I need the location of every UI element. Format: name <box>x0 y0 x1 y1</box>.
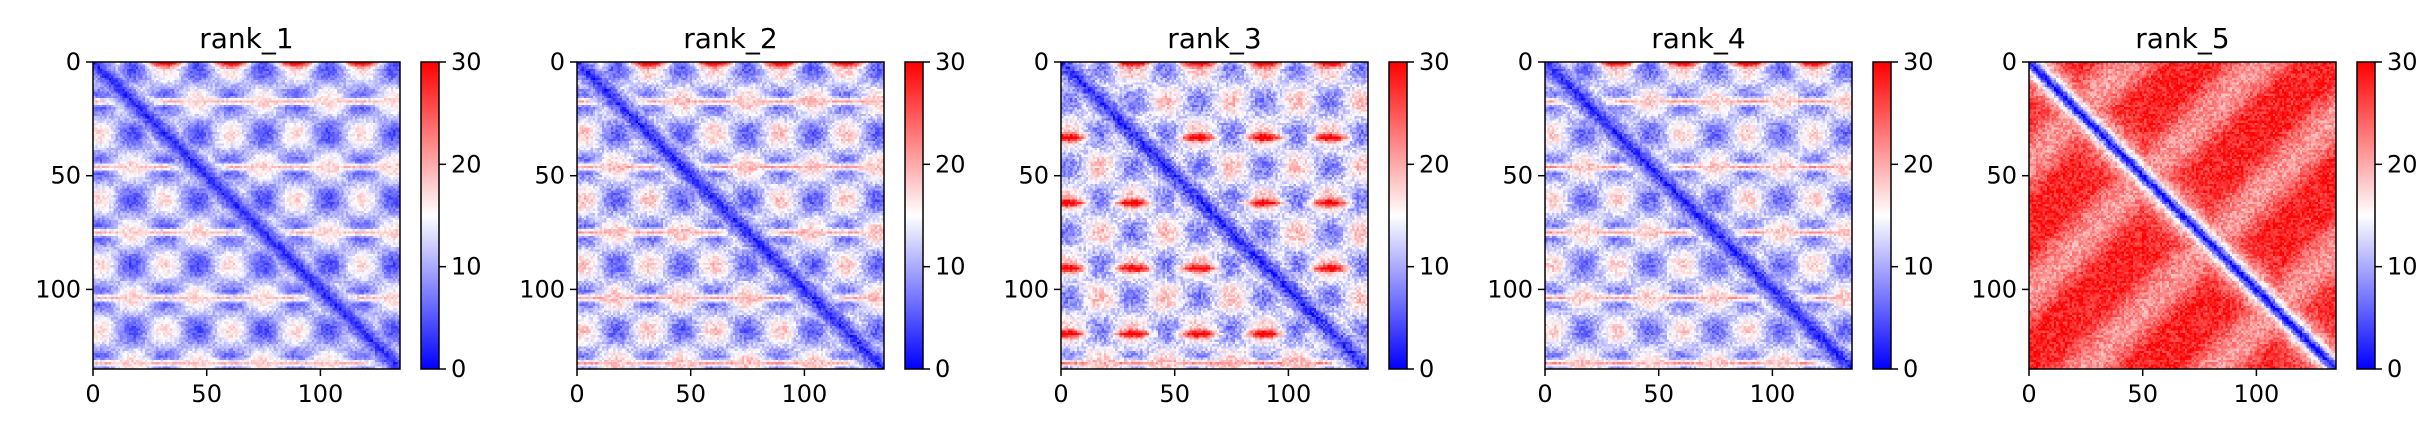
heatmap-image <box>2029 62 2336 369</box>
y-tick-label: 50 <box>1986 162 2017 190</box>
y-tick-label: 50 <box>1018 162 1049 190</box>
colorbar-tick-label: 30 <box>2387 48 2418 76</box>
x-tick-label: 100 <box>298 380 344 408</box>
x-tick-label: 50 <box>675 380 706 408</box>
y-tick-label: 0 <box>2002 48 2017 76</box>
x-tick-label: 50 <box>1159 380 1190 408</box>
colorbar-tick-label: 10 <box>451 253 482 281</box>
y-tick-label: 50 <box>534 162 565 190</box>
axes-frame <box>92 61 401 370</box>
axes-frame <box>576 61 885 370</box>
colorbar-tick-label: 20 <box>451 150 482 178</box>
axes-frame <box>2028 61 2337 370</box>
colorbar-tick-label: 20 <box>935 150 966 178</box>
panel-title: rank_5 <box>2135 22 2229 55</box>
colorbar-tick-label: 10 <box>935 253 966 281</box>
heatmap-panel-2: rank_2 0 50 100 0 50 100 0 10 20 30 <box>519 22 965 408</box>
colorbar <box>2357 62 2375 369</box>
colorbar-tick-label: 10 <box>2387 253 2418 281</box>
x-tick-label: 100 <box>2234 380 2280 408</box>
axes-frame <box>1544 61 1853 370</box>
colorbar <box>1873 62 1891 369</box>
colorbar-frame <box>904 61 924 370</box>
x-tick-label: 50 <box>2127 380 2158 408</box>
colorbar <box>1389 62 1407 369</box>
colorbar-tick-label: 20 <box>1903 150 1934 178</box>
y-tick-label: 0 <box>1518 48 1533 76</box>
heatmap-image <box>577 62 884 369</box>
heatmap-image <box>93 62 400 369</box>
y-tick-label: 0 <box>66 48 81 76</box>
y-tick-label: 50 <box>1502 162 1533 190</box>
heatmap-image <box>1061 62 1368 369</box>
colorbar <box>905 62 923 369</box>
y-tick-label: 50 <box>50 162 81 190</box>
y-tick-label: 100 <box>1487 275 1533 303</box>
y-tick-label: 100 <box>519 275 565 303</box>
colorbar-tick-label: 0 <box>1419 355 1434 383</box>
heatmap-image <box>1545 62 1852 369</box>
colorbar-tick-label: 30 <box>935 48 966 76</box>
colorbar-tick-label: 10 <box>1419 253 1450 281</box>
heatmap-panel-1: rank_1 0 50 100 0 50 100 0 10 20 30 <box>35 22 481 408</box>
axes-frame <box>1060 61 1369 370</box>
y-tick-label: 0 <box>550 48 565 76</box>
heatmap-panel-5: rank_5 0 50 100 0 50 100 0 10 20 30 <box>1971 22 2417 408</box>
colorbar-frame <box>1872 61 1892 370</box>
x-tick-label: 0 <box>85 380 100 408</box>
x-tick-label: 100 <box>782 380 828 408</box>
heatmap-panel-3: rank_3 0 50 100 0 50 100 0 10 20 30 <box>1003 22 1449 408</box>
panel-title: rank_1 <box>199 22 293 55</box>
x-tick-label: 0 <box>2021 380 2036 408</box>
colorbar-tick-label: 20 <box>2387 150 2418 178</box>
colorbar <box>421 62 439 369</box>
panel-title: rank_4 <box>1651 22 1745 55</box>
colorbar-frame <box>420 61 440 370</box>
x-tick-label: 50 <box>191 380 222 408</box>
colorbar-tick-label: 30 <box>451 48 482 76</box>
colorbar-tick-label: 0 <box>1903 355 1918 383</box>
colorbar-frame <box>2356 61 2376 370</box>
x-tick-label: 0 <box>1053 380 1068 408</box>
colorbar-tick-label: 10 <box>1903 253 1934 281</box>
x-tick-label: 0 <box>569 380 584 408</box>
colorbar-tick-label: 0 <box>451 355 466 383</box>
x-tick-label: 100 <box>1266 380 1312 408</box>
panel-title: rank_2 <box>683 22 777 55</box>
colorbar-tick-label: 0 <box>2387 355 2402 383</box>
x-tick-label: 50 <box>1643 380 1674 408</box>
colorbar-frame <box>1388 61 1408 370</box>
x-tick-label: 100 <box>1750 380 1796 408</box>
colorbar-tick-label: 20 <box>1419 150 1450 178</box>
y-tick-label: 0 <box>1034 48 1049 76</box>
colorbar-tick-label: 0 <box>935 355 950 383</box>
heatmap-panel-4: rank_4 0 50 100 0 50 100 0 10 20 30 <box>1487 22 1933 408</box>
colorbar-tick-label: 30 <box>1903 48 1934 76</box>
y-tick-label: 100 <box>1003 275 1049 303</box>
y-tick-label: 100 <box>35 275 81 303</box>
y-tick-label: 100 <box>1971 275 2017 303</box>
panel-title: rank_3 <box>1167 22 1261 55</box>
colorbar-tick-label: 30 <box>1419 48 1450 76</box>
x-tick-label: 0 <box>1537 380 1552 408</box>
